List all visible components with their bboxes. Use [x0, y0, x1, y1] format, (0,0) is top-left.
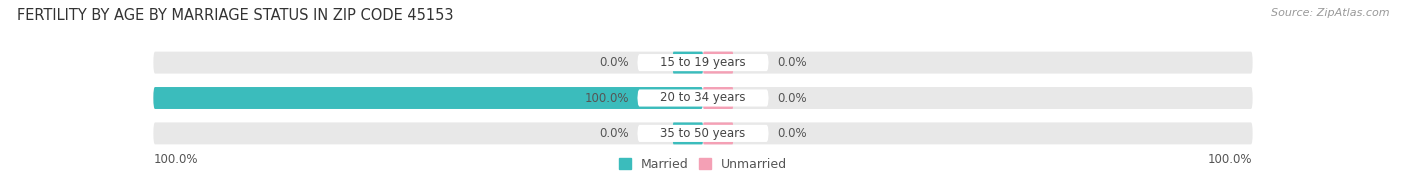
- FancyBboxPatch shape: [703, 52, 1253, 74]
- Text: 15 to 19 years: 15 to 19 years: [661, 56, 745, 69]
- Text: 0.0%: 0.0%: [599, 127, 628, 140]
- Text: 100.0%: 100.0%: [1208, 152, 1253, 166]
- Text: 0.0%: 0.0%: [778, 127, 807, 140]
- FancyBboxPatch shape: [672, 122, 703, 144]
- Text: 20 to 34 years: 20 to 34 years: [661, 92, 745, 104]
- Text: FERTILITY BY AGE BY MARRIAGE STATUS IN ZIP CODE 45153: FERTILITY BY AGE BY MARRIAGE STATUS IN Z…: [17, 8, 453, 23]
- FancyBboxPatch shape: [637, 89, 769, 107]
- FancyBboxPatch shape: [153, 52, 703, 74]
- FancyBboxPatch shape: [703, 52, 734, 74]
- Text: 0.0%: 0.0%: [599, 56, 628, 69]
- FancyBboxPatch shape: [637, 54, 769, 71]
- FancyBboxPatch shape: [153, 87, 703, 109]
- Legend: Married, Unmarried: Married, Unmarried: [619, 158, 787, 171]
- FancyBboxPatch shape: [153, 122, 703, 144]
- FancyBboxPatch shape: [703, 122, 734, 144]
- FancyBboxPatch shape: [703, 87, 1253, 109]
- Text: 0.0%: 0.0%: [778, 56, 807, 69]
- Text: Source: ZipAtlas.com: Source: ZipAtlas.com: [1271, 8, 1389, 18]
- FancyBboxPatch shape: [703, 122, 1253, 144]
- Text: 100.0%: 100.0%: [585, 92, 628, 104]
- Text: 0.0%: 0.0%: [778, 92, 807, 104]
- FancyBboxPatch shape: [672, 52, 703, 74]
- FancyBboxPatch shape: [637, 125, 769, 142]
- FancyBboxPatch shape: [153, 87, 703, 109]
- FancyBboxPatch shape: [703, 87, 734, 109]
- Text: 100.0%: 100.0%: [153, 152, 198, 166]
- Text: 35 to 50 years: 35 to 50 years: [661, 127, 745, 140]
